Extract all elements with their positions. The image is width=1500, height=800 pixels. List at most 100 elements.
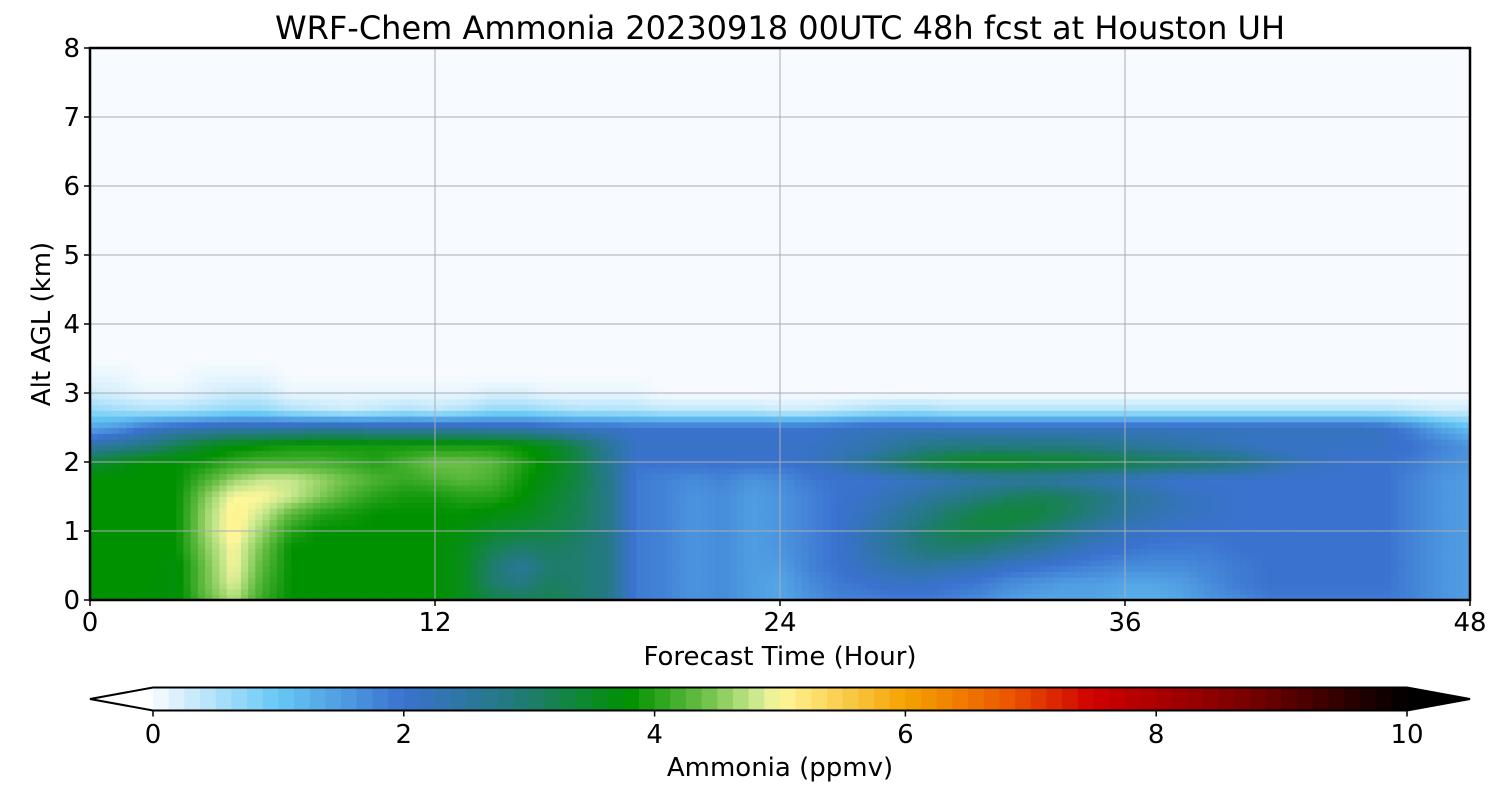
heatmap-cell xyxy=(1405,554,1414,561)
heatmap-cell xyxy=(557,588,565,595)
heatmap-cell xyxy=(758,577,767,584)
heatmap-cell xyxy=(456,485,465,492)
heatmap-cell xyxy=(219,594,228,601)
heatmap-cell xyxy=(377,571,386,578)
heatmap-cell xyxy=(722,450,731,457)
heatmap-cell xyxy=(880,479,889,486)
heatmap-cell xyxy=(959,490,968,498)
heatmap-cell xyxy=(1010,582,1018,590)
heatmap-cell xyxy=(1089,594,1097,601)
heatmap-cell xyxy=(959,531,968,538)
heatmap-cell xyxy=(887,525,896,532)
heatmap-cell xyxy=(974,577,982,584)
heatmap-cell xyxy=(765,577,774,584)
heatmap-cell xyxy=(866,496,875,503)
heatmap-cell xyxy=(327,531,335,538)
heatmap-cell xyxy=(959,565,968,572)
heatmap-cell xyxy=(212,531,220,538)
heatmap-cell xyxy=(938,519,946,526)
heatmap-cell xyxy=(1089,577,1097,584)
heatmap-cell xyxy=(722,565,731,572)
heatmap-cell xyxy=(808,571,817,578)
heatmap-cell xyxy=(327,508,335,515)
heatmap-cell xyxy=(226,485,235,492)
heatmap-cell xyxy=(169,473,177,480)
heatmap-cell xyxy=(902,525,910,532)
heatmap-cell xyxy=(499,582,508,590)
heatmap-cell xyxy=(758,473,767,480)
heatmap-cell xyxy=(485,513,494,521)
heatmap-cell xyxy=(355,565,364,572)
heatmap-cell xyxy=(1261,485,1270,492)
heatmap-cell xyxy=(837,519,846,526)
heatmap-cell xyxy=(370,536,379,544)
heatmap-cell xyxy=(629,496,637,503)
heatmap-cell xyxy=(456,508,465,515)
heatmap-cell xyxy=(1340,467,1349,475)
heatmap-cell xyxy=(535,462,544,469)
heatmap-cell xyxy=(557,577,565,584)
heatmap-cell xyxy=(133,525,141,532)
heatmap-cell xyxy=(133,571,141,578)
heatmap-cell xyxy=(169,559,177,567)
heatmap-cell xyxy=(535,594,544,601)
heatmap-cell xyxy=(348,479,357,486)
heatmap-cell xyxy=(104,490,113,498)
heatmap-cell xyxy=(988,502,997,509)
heatmap-cell xyxy=(887,496,896,503)
heatmap-cell xyxy=(1110,588,1119,595)
heatmap-cell xyxy=(823,536,831,544)
heatmap-cell xyxy=(320,525,328,532)
heatmap-cell xyxy=(205,485,213,492)
heatmap-cell xyxy=(1196,473,1205,480)
heatmap-cell xyxy=(1196,456,1205,463)
heatmap-cell xyxy=(959,536,968,544)
heatmap-cell xyxy=(859,519,867,526)
heatmap-cell xyxy=(499,508,508,515)
heatmap-cell xyxy=(895,462,903,469)
heatmap-cell xyxy=(133,531,141,538)
heatmap-cell xyxy=(787,496,795,503)
heatmap-cell xyxy=(161,571,170,578)
heatmap-cell xyxy=(276,554,285,561)
heatmap-cell xyxy=(801,536,810,544)
heatmap-cell xyxy=(111,559,120,567)
heatmap-cell xyxy=(506,496,515,503)
heatmap-cell xyxy=(665,450,673,457)
heatmap-cell xyxy=(190,559,199,567)
heatmap-cell xyxy=(1240,559,1248,567)
heatmap-cell xyxy=(1103,450,1112,457)
heatmap-cell xyxy=(1297,565,1306,572)
heatmap-cell xyxy=(212,565,220,572)
heatmap-cell xyxy=(1081,571,1090,578)
heatmap-cell xyxy=(1319,525,1327,532)
heatmap-cell xyxy=(399,519,407,526)
heatmap-cell xyxy=(1045,490,1054,498)
heatmap-cell xyxy=(312,571,321,578)
heatmap-cell xyxy=(909,456,918,463)
heatmap-cell xyxy=(758,462,767,469)
heatmap-cell xyxy=(97,485,105,492)
heatmap-cell xyxy=(844,531,853,538)
heatmap-cell xyxy=(1333,485,1342,492)
heatmap-cell xyxy=(930,496,939,503)
heatmap-cell xyxy=(1089,548,1097,555)
heatmap-cell xyxy=(341,536,350,544)
heatmap-cell xyxy=(1347,531,1356,538)
heatmap-cell xyxy=(851,508,860,515)
heatmap-cell xyxy=(1441,485,1450,492)
heatmap-cell xyxy=(1189,582,1198,590)
heatmap-cell xyxy=(700,548,709,555)
heatmap-cell xyxy=(276,582,285,590)
heatmap-cell xyxy=(1060,508,1069,515)
heatmap-cell xyxy=(240,496,249,503)
heatmap-cell xyxy=(1211,525,1220,532)
heatmap-cell xyxy=(1211,565,1220,572)
heatmap-cell xyxy=(772,450,781,457)
heatmap-cell xyxy=(478,450,486,457)
heatmap-cell xyxy=(212,571,220,578)
heatmap-cell xyxy=(1160,473,1169,480)
heatmap-cell xyxy=(492,502,501,509)
heatmap-cell xyxy=(118,450,127,457)
heatmap-cell xyxy=(399,594,407,601)
